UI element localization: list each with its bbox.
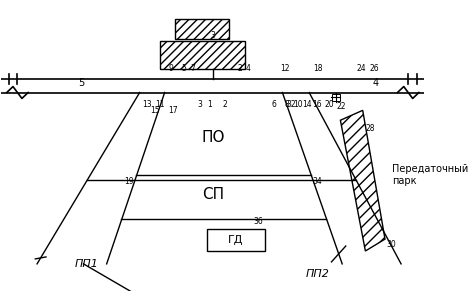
Polygon shape [340, 110, 385, 251]
Text: 24: 24 [357, 64, 366, 73]
Text: 12: 12 [280, 64, 290, 73]
Text: 10: 10 [293, 100, 302, 110]
Text: 5: 5 [79, 78, 85, 88]
Text: 8: 8 [284, 100, 289, 110]
Text: 36: 36 [253, 217, 263, 226]
Text: 4: 4 [373, 78, 379, 88]
Text: 3: 3 [197, 100, 202, 110]
Bar [160, 41, 245, 69]
Text: 18: 18 [313, 64, 323, 73]
Text: 17: 17 [168, 106, 177, 115]
Text: 34: 34 [313, 177, 322, 186]
Text: 9: 9 [168, 64, 173, 73]
Text: 15: 15 [150, 106, 160, 115]
Text: 3: 3 [210, 31, 215, 40]
Text: ПП1: ПП1 [74, 259, 98, 269]
Text: ГД: ГД [228, 235, 243, 245]
Text: 7: 7 [191, 64, 196, 73]
Text: ПП2: ПП2 [306, 269, 330, 279]
Bar [332, 93, 339, 101]
Text: 28: 28 [365, 124, 375, 133]
Bar [175, 19, 229, 39]
Text: 2: 2 [237, 64, 242, 73]
Text: 19: 19 [125, 177, 134, 186]
Text: Передаточный
парк: Передаточный парк [392, 164, 468, 186]
Text: 26: 26 [370, 64, 379, 73]
Text: 2: 2 [222, 100, 227, 110]
Text: 30: 30 [387, 239, 397, 248]
Text: 14: 14 [302, 100, 312, 110]
Text: 13: 13 [142, 100, 152, 110]
Text: 16: 16 [312, 100, 322, 110]
Text: 20: 20 [325, 100, 335, 110]
Text: 11: 11 [155, 100, 165, 110]
Text: 6: 6 [271, 100, 276, 110]
Text: СП: СП [202, 187, 224, 202]
Text: 32: 32 [287, 100, 297, 110]
Text: 4: 4 [246, 64, 251, 73]
Text: ПО: ПО [201, 130, 225, 145]
Text: 22: 22 [337, 102, 346, 112]
Text: 1: 1 [207, 100, 211, 110]
Text: 5: 5 [182, 64, 187, 73]
Bar [207, 229, 264, 251]
